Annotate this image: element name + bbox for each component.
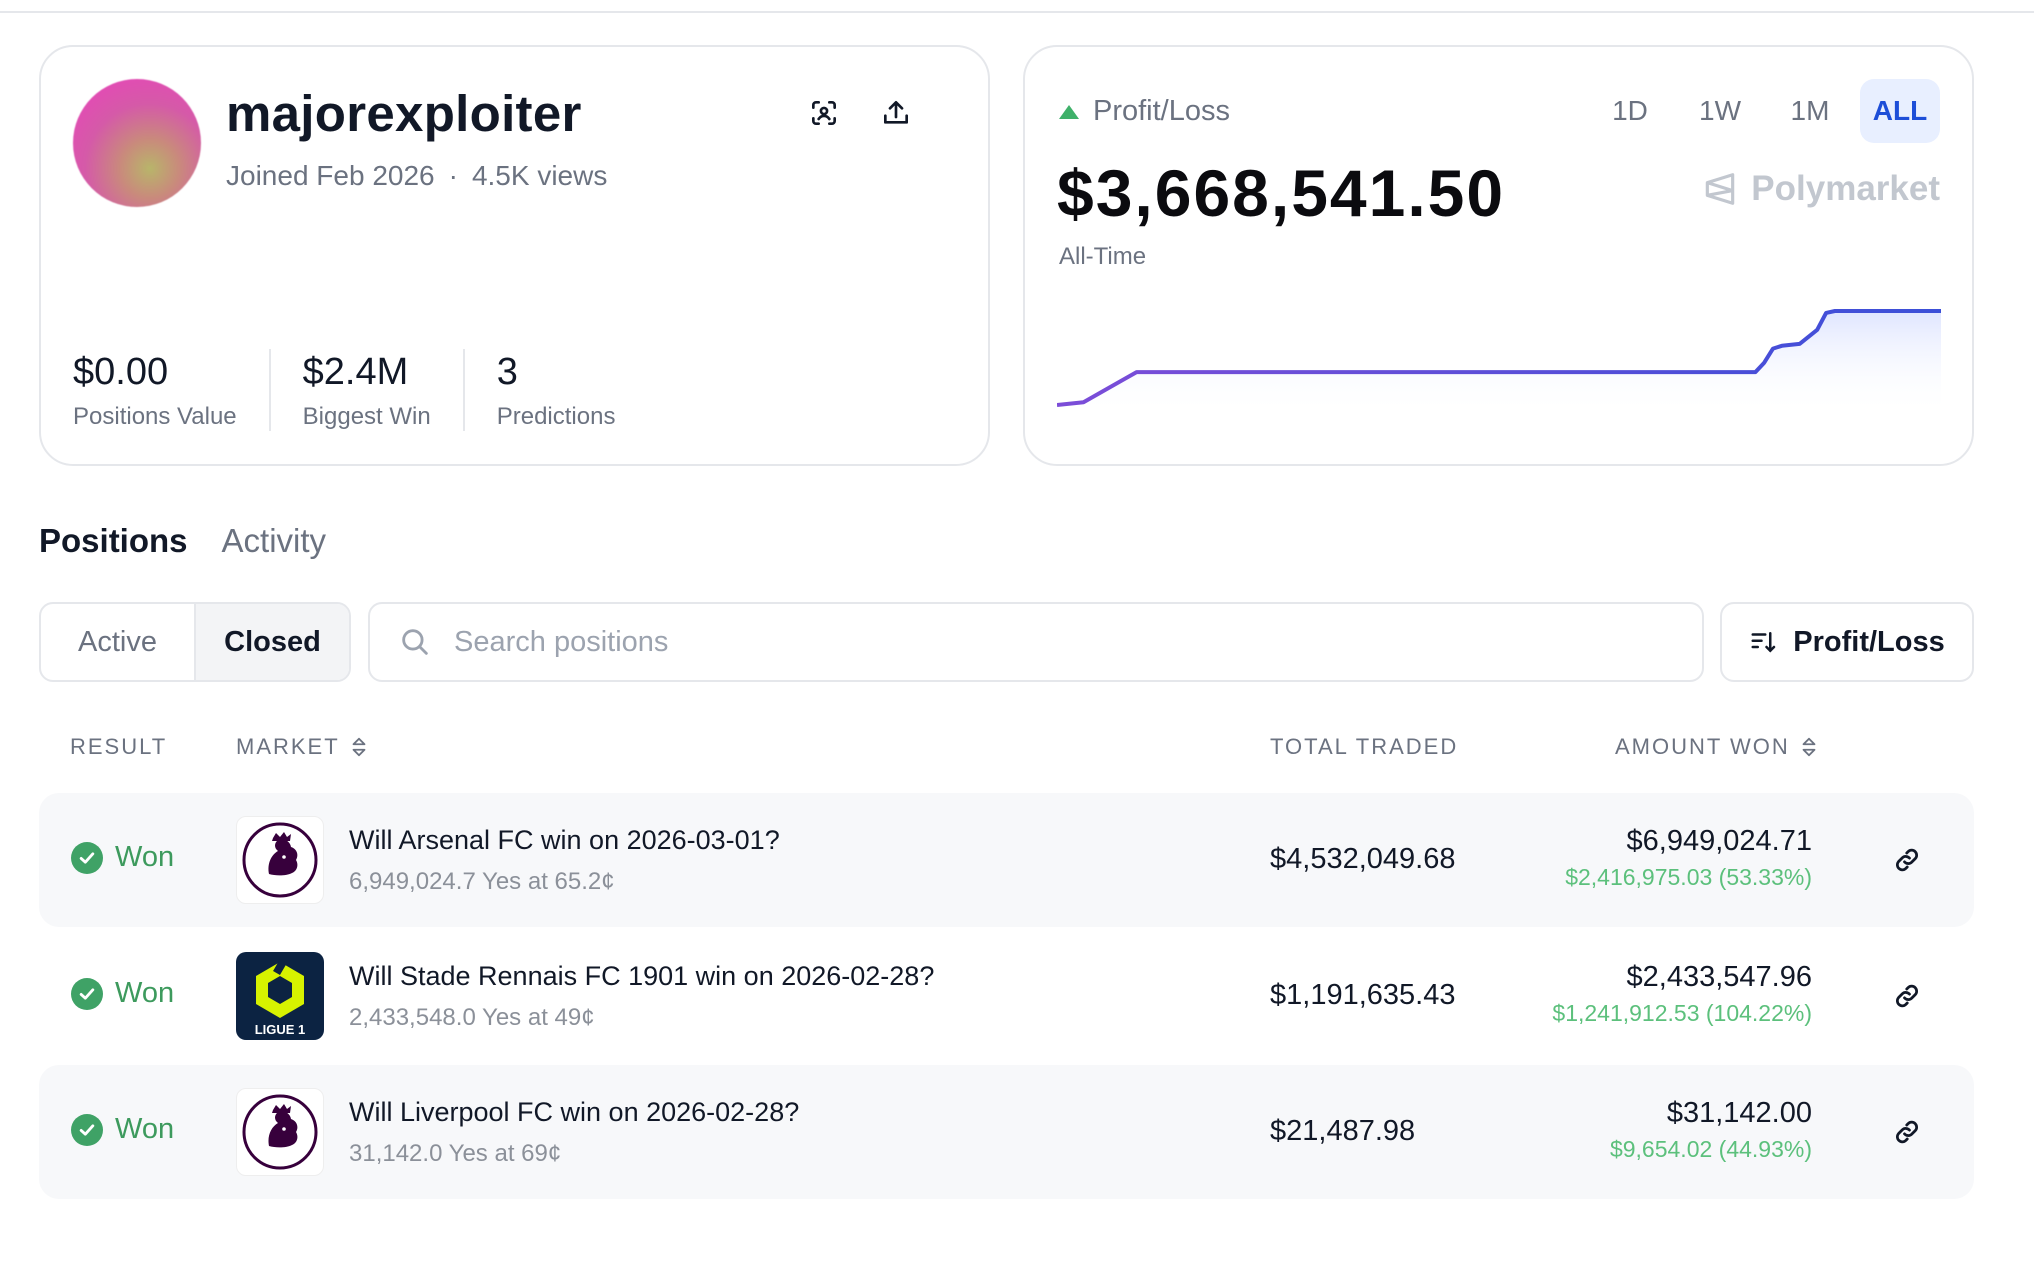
total-traded: $4,532,049.68 xyxy=(1270,843,1456,875)
market-position: 31,142.0 Yes at 69¢ xyxy=(349,1140,562,1167)
search-box xyxy=(368,602,1704,682)
link-icon[interactable] xyxy=(1892,1117,1922,1147)
market-title[interactable]: Will Stade Rennais FC 1901 win on 2026-0… xyxy=(349,961,935,991)
sort-toggle-icon xyxy=(352,737,366,757)
stat-value: 3 xyxy=(496,351,518,393)
header-total-traded: TOTAL TRADED xyxy=(1270,734,1459,759)
header-market[interactable]: MARKET xyxy=(236,734,370,760)
stat-value: $2.4M xyxy=(302,351,409,393)
status-toggle: Active Closed xyxy=(39,602,351,682)
amount-won-gain: $9,654.02 (44.93%) xyxy=(1609,1136,1812,1162)
top-divider xyxy=(0,11,2034,13)
joined-date: Joined Feb 2026 xyxy=(226,160,435,191)
premier-league-logo xyxy=(236,1088,324,1176)
amount-won-value: $6,949,024.71 xyxy=(1626,825,1812,857)
pnl-header: Profit/Loss xyxy=(1059,95,1230,128)
result-badge: Won xyxy=(71,1113,174,1146)
range-all[interactable]: ALL xyxy=(1860,79,1940,143)
stat-label: Biggest Win xyxy=(302,403,431,430)
result-label: Won xyxy=(115,977,175,1009)
link-icon[interactable] xyxy=(1892,981,1922,1011)
pnl-period: All-Time xyxy=(1059,243,1147,270)
pnl-chart xyxy=(1057,309,1941,415)
market-position: 2,433,548.0 Yes at 49¢ xyxy=(349,1004,595,1031)
check-icon xyxy=(71,977,103,1010)
sort-label: Profit/Loss xyxy=(1793,625,1945,658)
profile-card: majorexploiter Joined Feb 2026 · 4.5K view… xyxy=(39,45,990,466)
toggle-active[interactable]: Active xyxy=(78,625,157,658)
section-tabs: Positions Activity xyxy=(39,522,326,560)
stat-biggest-win: $2.4M Biggest Win xyxy=(268,349,463,431)
avatar[interactable] xyxy=(73,79,201,207)
search-icon xyxy=(402,629,428,655)
chart-series-line xyxy=(1057,309,1941,407)
polymarket-logo-icon xyxy=(1706,173,1735,205)
header-amount-won-label: AMOUNT WON xyxy=(1615,734,1790,759)
check-icon xyxy=(71,1113,103,1146)
sort-button[interactable]: Profit/Loss xyxy=(1720,602,1974,682)
market-position: 6,949,024.7 Yes at 65.2¢ xyxy=(349,868,615,895)
polymarket-brand: Polymarket xyxy=(1701,169,1940,209)
total-traded: $21,487.98 xyxy=(1270,1115,1416,1147)
table-row[interactable]: Won LIGUE 1 Will Stade Rennais FC 1901 w… xyxy=(39,929,1974,1063)
header-market-label: MARKET xyxy=(236,734,340,759)
ligue-1-logo: LIGUE 1 xyxy=(236,952,324,1040)
premier-league-logo xyxy=(236,816,324,904)
scan-icon xyxy=(812,101,836,125)
amount-won-value: $31,142.00 xyxy=(1666,1097,1812,1129)
market-title[interactable]: Will Arsenal FC win on 2026-03-01? xyxy=(349,825,780,855)
stat-positions-value: $0.00 Positions Value xyxy=(73,349,269,431)
amount-won-gain: $2,416,975.03 (53.33%) xyxy=(1565,864,1812,890)
amount-won: $31,142.00 $9,654.02 (44.93%) xyxy=(1610,1097,1812,1163)
check-icon xyxy=(71,841,103,874)
stat-predictions: 3 Predictions xyxy=(462,349,648,431)
trend-up-icon xyxy=(1059,104,1079,119)
profile-stats: $0.00 Positions Value $2.4M Biggest Win … xyxy=(73,349,647,431)
chart-area-fill xyxy=(1057,311,1941,415)
pnl-value: $3,668,541.50 xyxy=(1057,156,1506,230)
stat-value: $0.00 xyxy=(73,351,169,393)
amount-won-gain: $1,241,912.53 (104.22%) xyxy=(1552,1000,1812,1026)
tab-positions[interactable]: Positions xyxy=(39,522,188,559)
market-title[interactable]: Will Liverpool FC win on 2026-02-28? xyxy=(349,1097,800,1127)
header-amount-won[interactable]: AMOUNT WON xyxy=(1615,734,1820,760)
scan-profile-button[interactable] xyxy=(804,93,844,133)
view-count: 4.5K views xyxy=(471,160,608,191)
sort-icon xyxy=(1751,632,1776,653)
ligue-1-logo-text: LIGUE 1 xyxy=(255,1022,306,1037)
profit-loss-card: Profit/Loss 1D 1W 1M ALL $3,668,541.50 A… xyxy=(1023,45,1974,466)
table-row[interactable]: Won Will Arsenal FC win on 2026-03-01? 6… xyxy=(39,793,1974,927)
brand-name: Polymarket xyxy=(1751,169,1940,208)
amount-won-value: $2,433,547.96 xyxy=(1626,961,1812,993)
toggle-closed[interactable]: Closed xyxy=(194,604,349,680)
sort-toggle-icon xyxy=(1802,737,1816,757)
result-label: Won xyxy=(115,1113,175,1145)
meta-separator: · xyxy=(448,160,458,191)
tab-activity[interactable]: Activity xyxy=(221,522,327,559)
result-badge: Won xyxy=(71,977,174,1010)
stat-label: Predictions xyxy=(496,403,616,430)
range-1m[interactable]: 1M xyxy=(1790,95,1830,126)
link-icon[interactable] xyxy=(1892,845,1922,875)
result-badge: Won xyxy=(71,841,174,874)
table-row[interactable]: Won Will Liverpool FC win on 2026-02-28?… xyxy=(39,1065,1974,1199)
amount-won: $6,949,024.71 $2,416,975.03 (53.33%) xyxy=(1565,825,1812,891)
total-traded: $1,191,635.43 xyxy=(1270,979,1456,1011)
stat-label: Positions Value xyxy=(73,403,237,430)
username: majorexploiter xyxy=(226,85,582,142)
range-1d[interactable]: 1D xyxy=(1612,95,1648,126)
header-result: RESULT xyxy=(70,734,168,759)
range-selector: 1D 1W 1M ALL xyxy=(1590,79,1940,143)
range-1w[interactable]: 1W xyxy=(1699,95,1741,126)
share-button[interactable] xyxy=(876,93,916,133)
pnl-label: Profit/Loss xyxy=(1093,95,1230,127)
profile-meta: Joined Feb 2026 · 4.5K views xyxy=(226,160,607,192)
amount-won: $2,433,547.96 $1,241,912.53 (104.22%) xyxy=(1552,961,1812,1027)
share-icon xyxy=(884,101,908,124)
search-input[interactable] xyxy=(454,625,1654,659)
result-label: Won xyxy=(115,841,175,873)
